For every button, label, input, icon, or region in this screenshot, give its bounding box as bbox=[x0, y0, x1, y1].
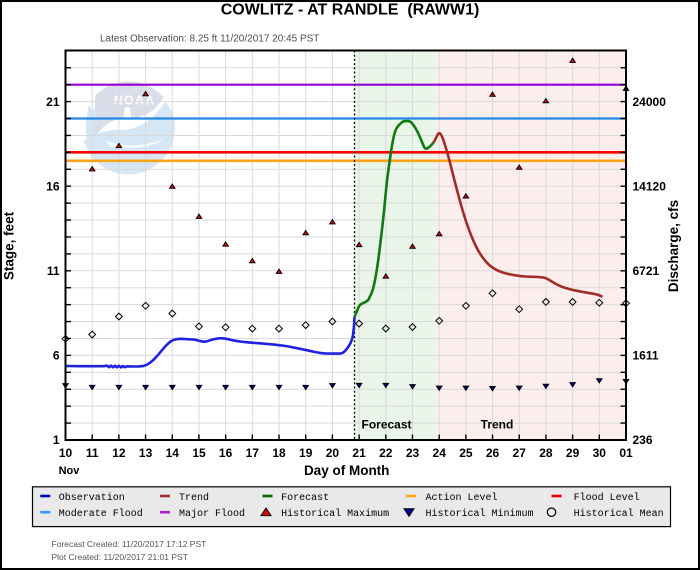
svg-text:21: 21 bbox=[46, 95, 60, 109]
svg-text:Historical Mean: Historical Mean bbox=[574, 508, 664, 520]
svg-text:Stage, feet: Stage, feet bbox=[2, 211, 17, 280]
svg-text:30: 30 bbox=[593, 446, 607, 460]
svg-text:24000: 24000 bbox=[633, 95, 667, 109]
svg-text:Observation: Observation bbox=[59, 492, 125, 504]
svg-text:Nov: Nov bbox=[59, 465, 81, 477]
svg-text:Trend: Trend bbox=[481, 418, 514, 432]
svg-text:11: 11 bbox=[47, 264, 60, 278]
svg-text:236: 236 bbox=[633, 433, 653, 447]
svg-text:6: 6 bbox=[53, 349, 60, 363]
svg-text:Flood Level: Flood Level bbox=[574, 492, 640, 504]
svg-text:Forecast: Forecast bbox=[281, 493, 329, 504]
svg-text:27: 27 bbox=[513, 446, 527, 460]
svg-text:Trend: Trend bbox=[179, 492, 209, 504]
svg-text:11: 11 bbox=[86, 446, 99, 460]
svg-text:21: 21 bbox=[352, 446, 366, 460]
svg-text:Plot Created: 11/20/2017 21:01: Plot Created: 11/20/2017 21:01 PST bbox=[52, 552, 188, 562]
svg-text:6721: 6721 bbox=[633, 264, 660, 278]
svg-text:25: 25 bbox=[459, 446, 473, 460]
svg-text:Moderate Flood: Moderate Flood bbox=[59, 508, 143, 520]
svg-text:10: 10 bbox=[59, 446, 73, 460]
svg-text:Forecast Created: 11/20/2017 1: Forecast Created: 11/20/2017 17:12 PST bbox=[52, 539, 207, 549]
svg-text:14120: 14120 bbox=[633, 179, 667, 193]
svg-text:Discharge, cfs: Discharge, cfs bbox=[666, 200, 681, 292]
svg-text:14: 14 bbox=[166, 446, 180, 460]
svg-text:20: 20 bbox=[326, 446, 340, 460]
svg-text:Latest Observation: 8.25 ft 11: Latest Observation: 8.25 ft 11/20/2017 2… bbox=[100, 34, 319, 45]
svg-text:1: 1 bbox=[53, 433, 60, 447]
svg-text:17: 17 bbox=[246, 446, 260, 460]
svg-text:22: 22 bbox=[379, 446, 393, 460]
svg-text:Major Flood: Major Flood bbox=[179, 508, 245, 520]
svg-text:19: 19 bbox=[299, 446, 313, 460]
svg-text:Action Level: Action Level bbox=[426, 492, 498, 504]
svg-text:16: 16 bbox=[219, 446, 233, 460]
svg-text:24: 24 bbox=[433, 446, 447, 460]
svg-text:COWLITZ - AT RANDLE (RAWW1): COWLITZ - AT RANDLE (RAWW1) bbox=[221, 2, 480, 19]
svg-text:15: 15 bbox=[192, 446, 206, 460]
svg-text:12: 12 bbox=[112, 446, 126, 460]
svg-text:26: 26 bbox=[486, 446, 500, 460]
svg-text:29: 29 bbox=[566, 446, 580, 460]
svg-text:Forecast: Forecast bbox=[361, 418, 411, 432]
svg-text:Historical Maximum: Historical Maximum bbox=[281, 508, 389, 520]
svg-text:01: 01 bbox=[619, 446, 633, 460]
svg-text:13: 13 bbox=[139, 446, 153, 460]
svg-text:Historical Minimum: Historical Minimum bbox=[426, 508, 534, 520]
svg-text:Day of Month: Day of Month bbox=[304, 463, 390, 478]
svg-text:1611: 1611 bbox=[633, 349, 659, 363]
svg-text:28: 28 bbox=[539, 446, 553, 460]
svg-text:16: 16 bbox=[46, 179, 60, 193]
svg-text:23: 23 bbox=[406, 446, 420, 460]
svg-text:NOAA: NOAA bbox=[114, 94, 156, 108]
svg-text:18: 18 bbox=[272, 446, 286, 460]
